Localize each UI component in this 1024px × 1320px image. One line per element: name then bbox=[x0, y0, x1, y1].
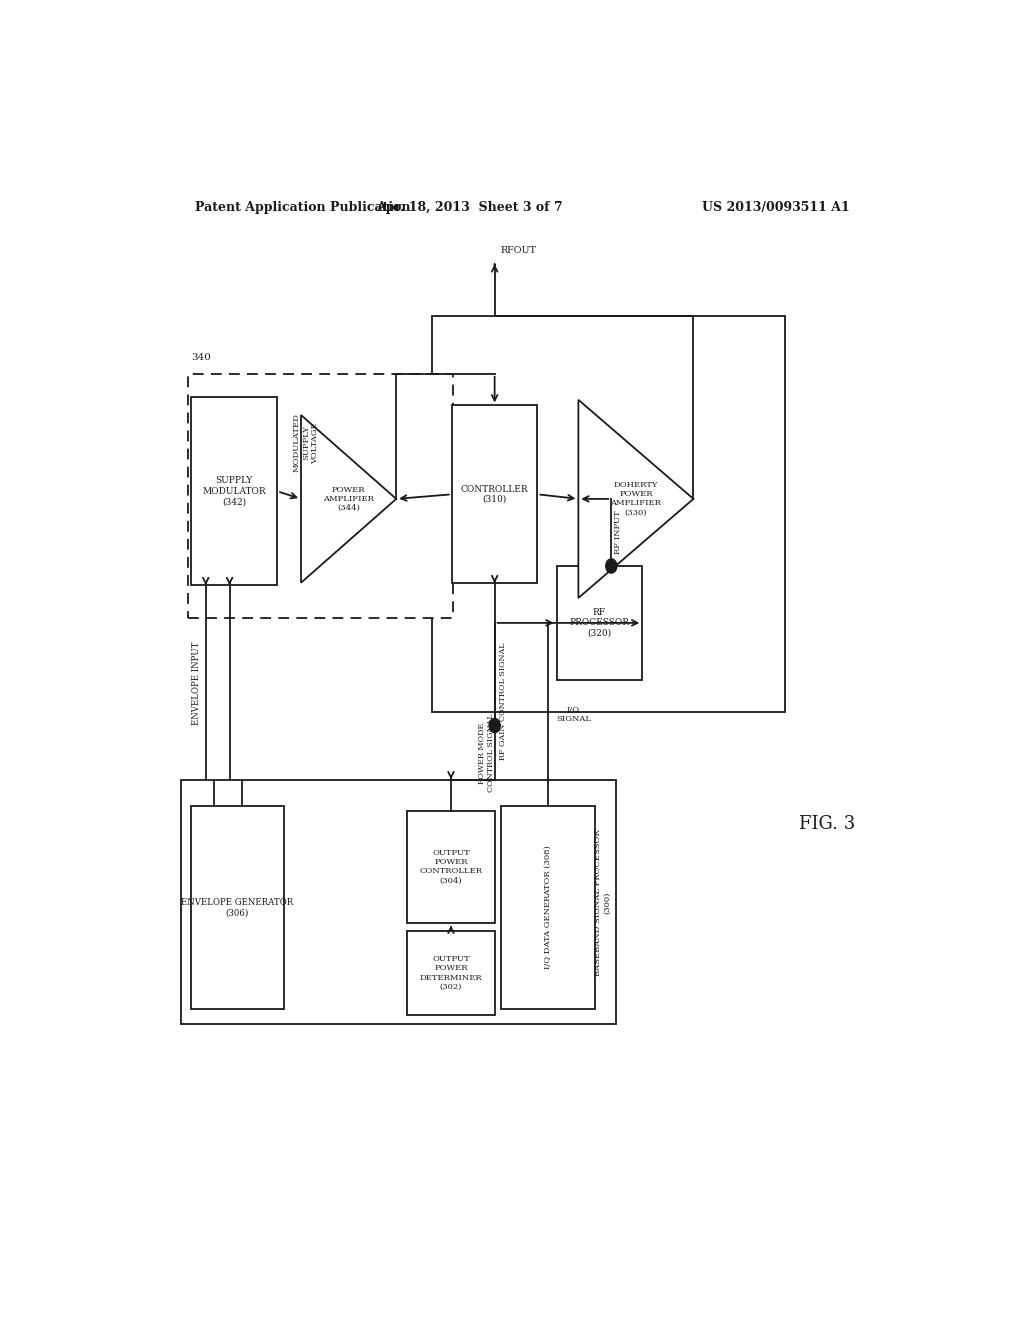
Text: RF INPUT: RF INPUT bbox=[613, 511, 622, 554]
Bar bbox=[452, 405, 538, 583]
Text: 340: 340 bbox=[191, 352, 211, 362]
Circle shape bbox=[606, 558, 616, 573]
Bar bbox=[191, 397, 278, 585]
Text: POWER MODE
CONTROL SIGNAL: POWER MODE CONTROL SIGNAL bbox=[478, 714, 496, 792]
Text: US 2013/0093511 A1: US 2013/0093511 A1 bbox=[702, 201, 850, 214]
Text: RFOUT: RFOUT bbox=[501, 246, 537, 255]
Bar bbox=[190, 805, 285, 1008]
Polygon shape bbox=[301, 414, 396, 582]
Text: FIG. 3: FIG. 3 bbox=[799, 816, 855, 833]
Bar bbox=[408, 810, 495, 923]
Text: POWER
AMPLIFIER
(344): POWER AMPLIFIER (344) bbox=[324, 486, 374, 512]
Text: CONTROLLER
(310): CONTROLLER (310) bbox=[461, 484, 528, 504]
Text: RF
PROCESSOR
(320): RF PROCESSOR (320) bbox=[569, 609, 630, 638]
Text: ENVELOPE GENERATOR
(306): ENVELOPE GENERATOR (306) bbox=[181, 898, 294, 917]
Bar bbox=[432, 315, 785, 713]
Bar bbox=[501, 805, 595, 1008]
Text: RF GAIN CONTROL SIGNAL: RF GAIN CONTROL SIGNAL bbox=[499, 643, 507, 760]
Text: Patent Application Publication: Patent Application Publication bbox=[196, 201, 411, 214]
Text: OUTPUT
POWER
DETERMINER
(302): OUTPUT POWER DETERMINER (302) bbox=[420, 956, 482, 991]
Bar bbox=[187, 374, 454, 618]
Text: SUPPLY
MODULATOR
(342): SUPPLY MODULATOR (342) bbox=[203, 477, 266, 506]
Text: MODULATED
SUPPLY
VOLTAGE: MODULATED SUPPLY VOLTAGE bbox=[293, 413, 318, 473]
Bar bbox=[181, 780, 616, 1024]
Text: I/Q
SIGNAL: I/Q SIGNAL bbox=[556, 706, 591, 723]
Text: OUTPUT
POWER
CONTROLLER
(304): OUTPUT POWER CONTROLLER (304) bbox=[420, 849, 482, 884]
Text: BASEBAND SIGNAL PROCESSOR
(300): BASEBAND SIGNAL PROCESSOR (300) bbox=[594, 829, 611, 975]
Bar bbox=[408, 931, 495, 1015]
Polygon shape bbox=[579, 400, 693, 598]
Text: ENVELOPE INPUT: ENVELOPE INPUT bbox=[191, 642, 201, 725]
Circle shape bbox=[489, 718, 500, 733]
Text: I/Q DATA GENERATOR (308): I/Q DATA GENERATOR (308) bbox=[544, 846, 552, 969]
Text: DOHERTY
POWER
AMPLIFIER
(330): DOHERTY POWER AMPLIFIER (330) bbox=[610, 480, 662, 516]
Bar bbox=[557, 566, 642, 680]
Text: Apr. 18, 2013  Sheet 3 of 7: Apr. 18, 2013 Sheet 3 of 7 bbox=[376, 201, 562, 214]
